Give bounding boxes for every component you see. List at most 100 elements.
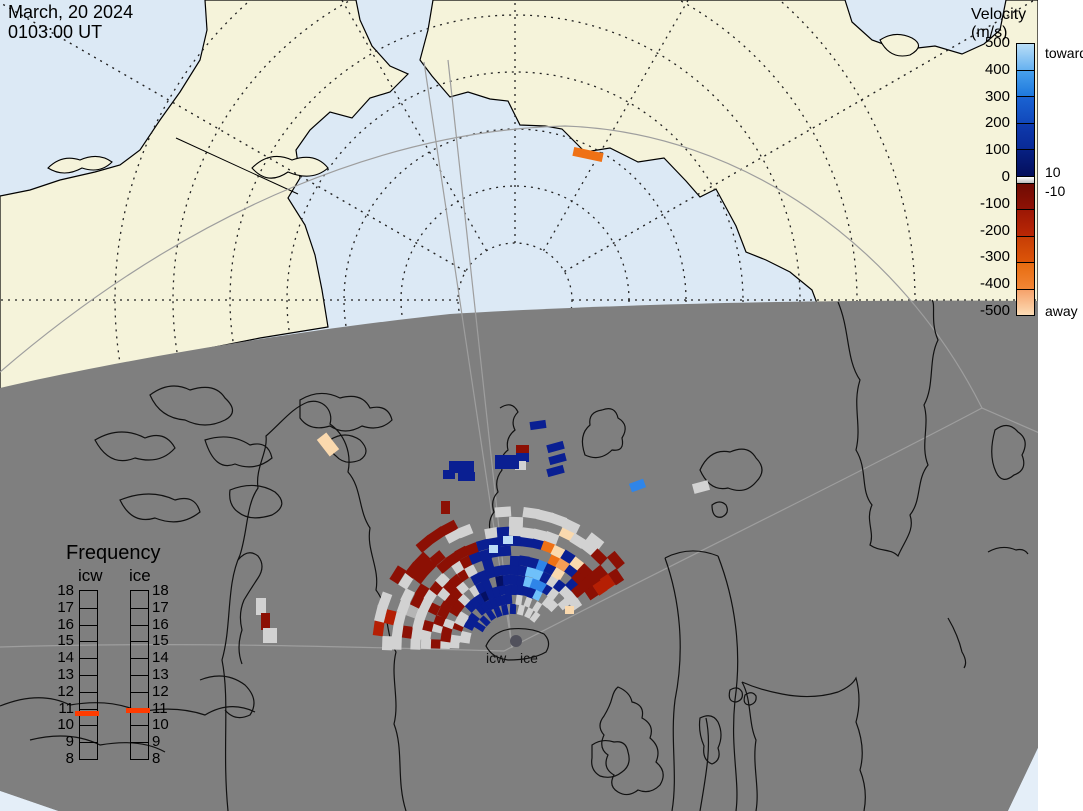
velocity-cell xyxy=(256,598,266,615)
frequency-cell-divider xyxy=(131,624,148,626)
frequency-scale-label: 8 xyxy=(152,750,161,767)
away-label: away xyxy=(1045,303,1078,319)
frequency-cell-divider xyxy=(80,641,97,643)
frequency-scale-label: 12 xyxy=(57,682,74,700)
lower-threshold-label: -10 xyxy=(1045,183,1066,199)
velocity-cell xyxy=(499,545,512,557)
velocity-cell xyxy=(546,464,565,478)
date-label: March, 20 2024 xyxy=(8,2,134,22)
velocity-colorbar-segment xyxy=(1016,43,1035,71)
velocity-colorbar-segment xyxy=(1016,96,1035,124)
upper-threshold-label: 10 xyxy=(1045,164,1061,180)
frequency-scale-label: 18 xyxy=(57,582,74,599)
velocity-cell xyxy=(516,453,529,462)
velocity-cell xyxy=(489,545,498,553)
frequency-scale-label: 15 xyxy=(152,632,169,650)
frequency-scale-label: 14 xyxy=(152,649,169,667)
velocity-cell xyxy=(316,432,340,457)
radar-label-icw: icw xyxy=(486,650,507,666)
velocity-cell xyxy=(606,551,625,570)
land-siberia xyxy=(0,0,410,393)
frequency-cell-divider xyxy=(80,675,97,676)
velocity-colorbar-segment xyxy=(1016,209,1035,237)
velocity-cell xyxy=(532,600,543,613)
frequency-cell-divider xyxy=(80,607,97,609)
outside-strip xyxy=(1038,0,1083,811)
velocity-legend-title: Velocity (m/s) xyxy=(971,6,1027,41)
frequency-marker xyxy=(126,708,150,714)
frequency-scale-label: 16 xyxy=(57,615,74,633)
frequency-cell-divider xyxy=(80,624,97,626)
velocity-cell xyxy=(495,455,519,469)
radar-site-marker xyxy=(510,635,522,647)
frequency-scale-label: 13 xyxy=(57,666,74,683)
frequency-cell-divider xyxy=(131,675,148,676)
velocity-cell xyxy=(261,613,270,630)
frequency-marker xyxy=(75,710,99,716)
frequency-cell-divider xyxy=(131,607,148,609)
velocity-cell xyxy=(430,639,441,649)
velocity-cell xyxy=(529,419,547,431)
velocity-cell xyxy=(377,591,393,610)
velocity-tick-label: -100 xyxy=(979,194,1010,212)
frequency-scale-label: 18 xyxy=(152,582,169,599)
frequency-cell-divider xyxy=(80,725,97,727)
velocity-tick-label: 300 xyxy=(984,87,1010,105)
frequency-scale-label: 17 xyxy=(57,598,74,616)
frequency-scale-label: 16 xyxy=(152,615,169,633)
velocity-colorbar-segment xyxy=(1016,288,1035,316)
velocity-colorbar-segment xyxy=(1016,69,1035,98)
velocity-tick-label: -400 xyxy=(979,275,1010,293)
frequency-cell-divider xyxy=(80,658,97,660)
toward-label: toward xyxy=(1045,45,1083,61)
frequency-column xyxy=(130,590,149,760)
radar-label-ice: ice xyxy=(520,650,538,666)
frequency-cell-divider xyxy=(131,742,148,744)
frequency-scale-label: 8 xyxy=(65,750,74,767)
velocity-cell xyxy=(510,603,517,615)
velocity-cell xyxy=(503,536,513,544)
frequency-scale-label: 10 xyxy=(57,716,74,734)
frequency-scale-label: 13 xyxy=(152,666,169,683)
velocity-cell xyxy=(443,470,455,479)
velocity-cell xyxy=(449,461,474,473)
frequency-scale-label: 11 xyxy=(152,699,168,717)
velocity-colorbar-segment xyxy=(1016,262,1035,290)
velocity-tick-label: -200 xyxy=(979,221,1010,239)
border-line xyxy=(175,137,299,195)
frequency-scale-label: 12 xyxy=(152,682,169,700)
frequency-scale-label: 10 xyxy=(152,716,169,734)
velocity-cell xyxy=(546,440,565,454)
velocity-cell xyxy=(691,480,711,494)
velocity-tick-label: -300 xyxy=(979,248,1010,266)
velocity-cell xyxy=(381,635,393,650)
frequency-cell-divider xyxy=(80,708,97,710)
frequency-cell-divider xyxy=(131,658,148,660)
frequency-cell-divider xyxy=(131,641,148,643)
velocity-cell xyxy=(548,452,567,466)
island xyxy=(47,155,113,174)
frequency-scale-label: 14 xyxy=(57,649,74,667)
land-alaska xyxy=(419,0,1039,307)
velocity-colorbar xyxy=(1016,43,1035,316)
frequency-cell-divider xyxy=(80,742,97,744)
velocity-cell xyxy=(508,516,524,528)
velocity-tick-label: 0 xyxy=(1001,168,1010,185)
velocity-tick-label: 200 xyxy=(984,114,1010,132)
velocity-cell xyxy=(572,146,604,163)
frequency-cell-divider xyxy=(131,691,148,693)
velocity-tick-label: 400 xyxy=(984,60,1010,78)
frequency-column-label: ice xyxy=(129,566,151,585)
island xyxy=(251,155,329,179)
velocity-colorbar-segment xyxy=(1016,235,1035,264)
velocity-cell xyxy=(263,628,277,643)
frequency-scale-label: 17 xyxy=(152,598,169,616)
velocity-cell xyxy=(515,461,526,470)
velocity-tick-label: 100 xyxy=(984,141,1010,159)
frequency-scale-label: 9 xyxy=(152,733,161,751)
frequency-title: Frequency xyxy=(66,542,161,564)
velocity-cell xyxy=(449,635,461,643)
frequency-column-label: icw xyxy=(78,566,103,585)
